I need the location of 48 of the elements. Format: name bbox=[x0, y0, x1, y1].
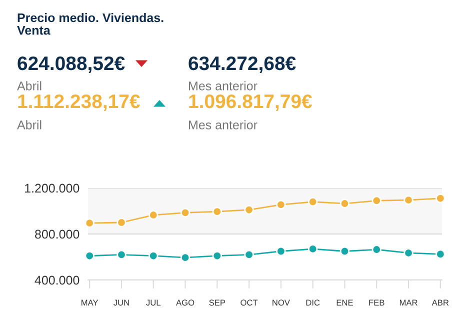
point bbox=[436, 249, 446, 259]
x-tick-label: MAY bbox=[82, 300, 98, 306]
text: Abril bbox=[17, 81, 42, 90]
point bbox=[308, 196, 318, 207]
chart-title: Precio medio. Viviendas. Venta bbox=[17, 13, 164, 35]
point bbox=[404, 248, 414, 258]
x-tick-label: SEP bbox=[209, 300, 226, 306]
point bbox=[84, 250, 94, 261]
point bbox=[148, 210, 158, 220]
point bbox=[308, 244, 318, 254]
y-tick-label: 1.200.000 bbox=[25, 184, 80, 193]
point bbox=[84, 218, 94, 228]
point bbox=[372, 244, 382, 254]
point bbox=[148, 250, 158, 261]
text: 1.112.238,17€ bbox=[18, 94, 140, 112]
x-tick-label: FEB bbox=[369, 300, 384, 306]
x-tick-label: DIC bbox=[306, 300, 320, 306]
text: 1.096.817,79€ bbox=[189, 94, 312, 112]
point bbox=[244, 204, 254, 215]
text: Abril bbox=[17, 120, 42, 130]
x-tick-label: NOV bbox=[272, 300, 290, 306]
x-tick-label: JUN bbox=[114, 300, 129, 306]
point bbox=[340, 198, 350, 208]
x-tick-label: ENE bbox=[336, 300, 353, 306]
point bbox=[372, 196, 382, 206]
y-tick-label: 800.000 bbox=[35, 230, 80, 239]
point bbox=[212, 250, 222, 261]
y-tick-label: 400.000 bbox=[34, 276, 80, 285]
text: Mes anterior bbox=[189, 120, 258, 130]
text: 634.272,68€ bbox=[188, 56, 296, 74]
x-tick-label: AGO bbox=[176, 300, 194, 306]
x-tick-label: JUL bbox=[146, 300, 161, 306]
x-tick-label: ABR bbox=[432, 300, 449, 306]
point bbox=[180, 252, 190, 262]
point bbox=[276, 200, 286, 210]
point bbox=[212, 206, 222, 216]
point bbox=[116, 250, 126, 260]
x-tick-label: MAR bbox=[400, 300, 418, 306]
point bbox=[436, 193, 446, 204]
point bbox=[404, 195, 414, 205]
point bbox=[276, 246, 286, 256]
text: Mes anterior bbox=[189, 81, 258, 90]
point bbox=[244, 250, 254, 260]
point bbox=[180, 208, 190, 218]
x-tick-label: OCT bbox=[240, 300, 258, 306]
point bbox=[116, 218, 126, 228]
point bbox=[340, 246, 350, 256]
text: 624.088,52€ bbox=[18, 56, 125, 74]
